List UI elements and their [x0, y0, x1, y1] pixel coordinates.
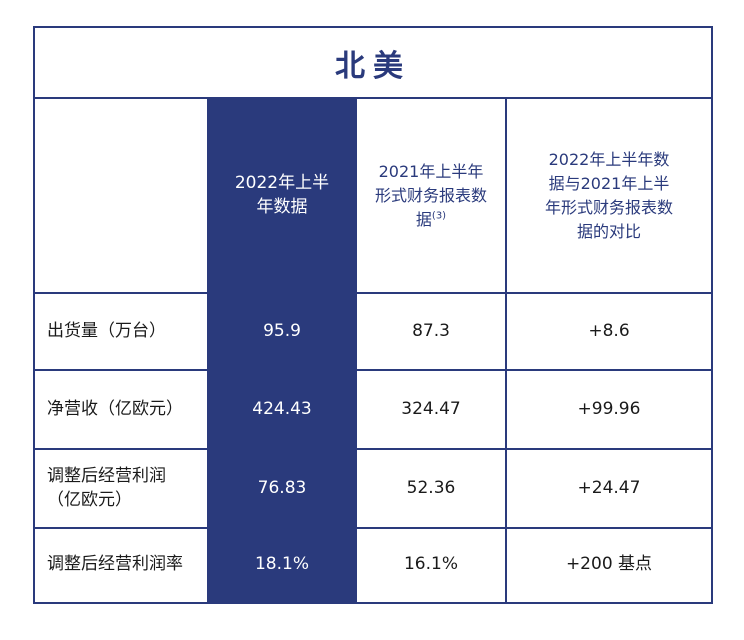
- divider: [35, 292, 711, 294]
- row-label: 出货量（万台）: [47, 320, 166, 341]
- row-label: 调整后经营利润（亿欧元）: [35, 449, 209, 528]
- divider: [35, 448, 711, 450]
- table-title: 北美: [335, 48, 411, 84]
- divider: [207, 99, 209, 602]
- cell-2022: 95.9: [209, 293, 355, 370]
- cell-change: +99.96: [577, 398, 641, 419]
- cell-change: +24.47: [577, 477, 641, 498]
- header-comparison: 2022年上半年数据与2021年上半年形式财务报表数据的对比: [507, 99, 711, 293]
- header-2021-h1-label: 2021年上半年形式财务报表数据: [374, 162, 487, 229]
- row-label-text: 调整后经营利润（亿欧元）: [47, 465, 166, 510]
- cell-2021: 16.1%: [403, 554, 458, 575]
- header-2021-h1: 2021年上半年形式财务报表数据(3): [357, 99, 505, 293]
- cell-2022: 424.43: [209, 370, 355, 449]
- header-2021-h1-text: 2021年上半年形式财务报表数据(3): [373, 160, 489, 232]
- row-label: 调整后经营利润率: [47, 554, 183, 575]
- cell-2021: 87.3: [412, 320, 450, 341]
- divider: [35, 369, 711, 371]
- title-row: 北美: [35, 28, 711, 99]
- cell-change: +200 基点: [565, 554, 653, 575]
- footnote-marker: (3): [431, 210, 447, 222]
- cell-2021: 324.47: [401, 398, 461, 419]
- header-2022-h1-text: 2022年上半年数据: [234, 173, 330, 217]
- table-frame: 北美 2022年上半年数据 2021年上半年形式财务报表数据(3) 2022年上…: [33, 26, 713, 604]
- divider: [355, 99, 357, 602]
- row-label: 净营收（亿欧元）: [47, 398, 183, 419]
- cell-2022: 18.1%: [209, 528, 355, 602]
- header-comparison-text: 2022年上半年数据与2021年上半年形式财务报表数据的对比: [544, 150, 673, 241]
- cell-change: +8.6: [588, 320, 630, 341]
- divider: [505, 99, 507, 602]
- cell-2022: 76.83: [209, 449, 355, 528]
- cell-2021: 52.36: [406, 477, 456, 498]
- header-2022-h1: 2022年上半年数据: [209, 99, 355, 293]
- divider: [35, 527, 711, 529]
